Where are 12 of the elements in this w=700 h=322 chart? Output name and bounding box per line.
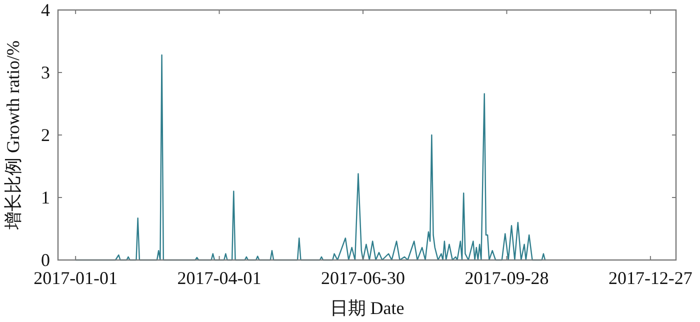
y-tick-label: 4: [41, 0, 50, 20]
x-tick-label: 2017-04-01: [177, 268, 262, 288]
y-tick-label: 3: [41, 62, 50, 82]
x-axis-title: 日期 Date: [330, 298, 404, 318]
x-tick-label: 2017-01-01: [34, 268, 118, 288]
x-tick-label: 2017-06-30: [321, 268, 406, 288]
x-tick-label: 2017-09-28: [464, 268, 549, 288]
y-axis-title: 增长比例 Growth ratio/%: [3, 40, 23, 230]
y-tick-label: 1: [41, 188, 50, 208]
y-tick-label: 2: [41, 125, 50, 145]
x-tick-label: 2017-12-27: [608, 268, 692, 288]
y-tick-label: 0: [41, 250, 50, 270]
